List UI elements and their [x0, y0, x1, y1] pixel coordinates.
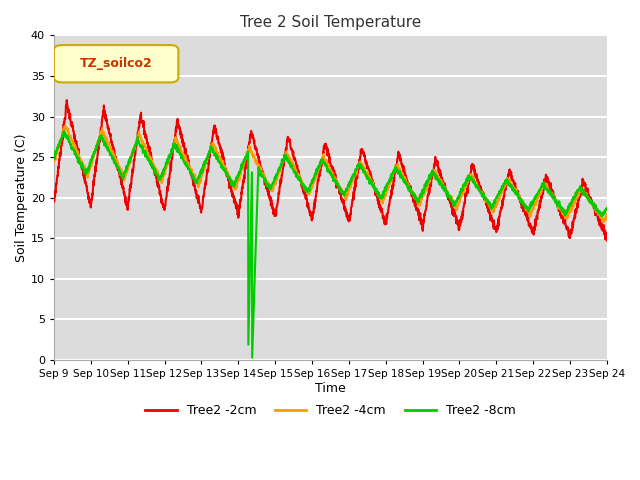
- X-axis label: Time: Time: [315, 382, 346, 395]
- Legend: Tree2 -2cm, Tree2 -4cm, Tree2 -8cm: Tree2 -2cm, Tree2 -4cm, Tree2 -8cm: [140, 399, 520, 422]
- Y-axis label: Soil Temperature (C): Soil Temperature (C): [15, 133, 28, 262]
- FancyBboxPatch shape: [54, 45, 179, 83]
- Text: TZ_soilco2: TZ_soilco2: [80, 57, 152, 70]
- Title: Tree 2 Soil Temperature: Tree 2 Soil Temperature: [240, 15, 421, 30]
